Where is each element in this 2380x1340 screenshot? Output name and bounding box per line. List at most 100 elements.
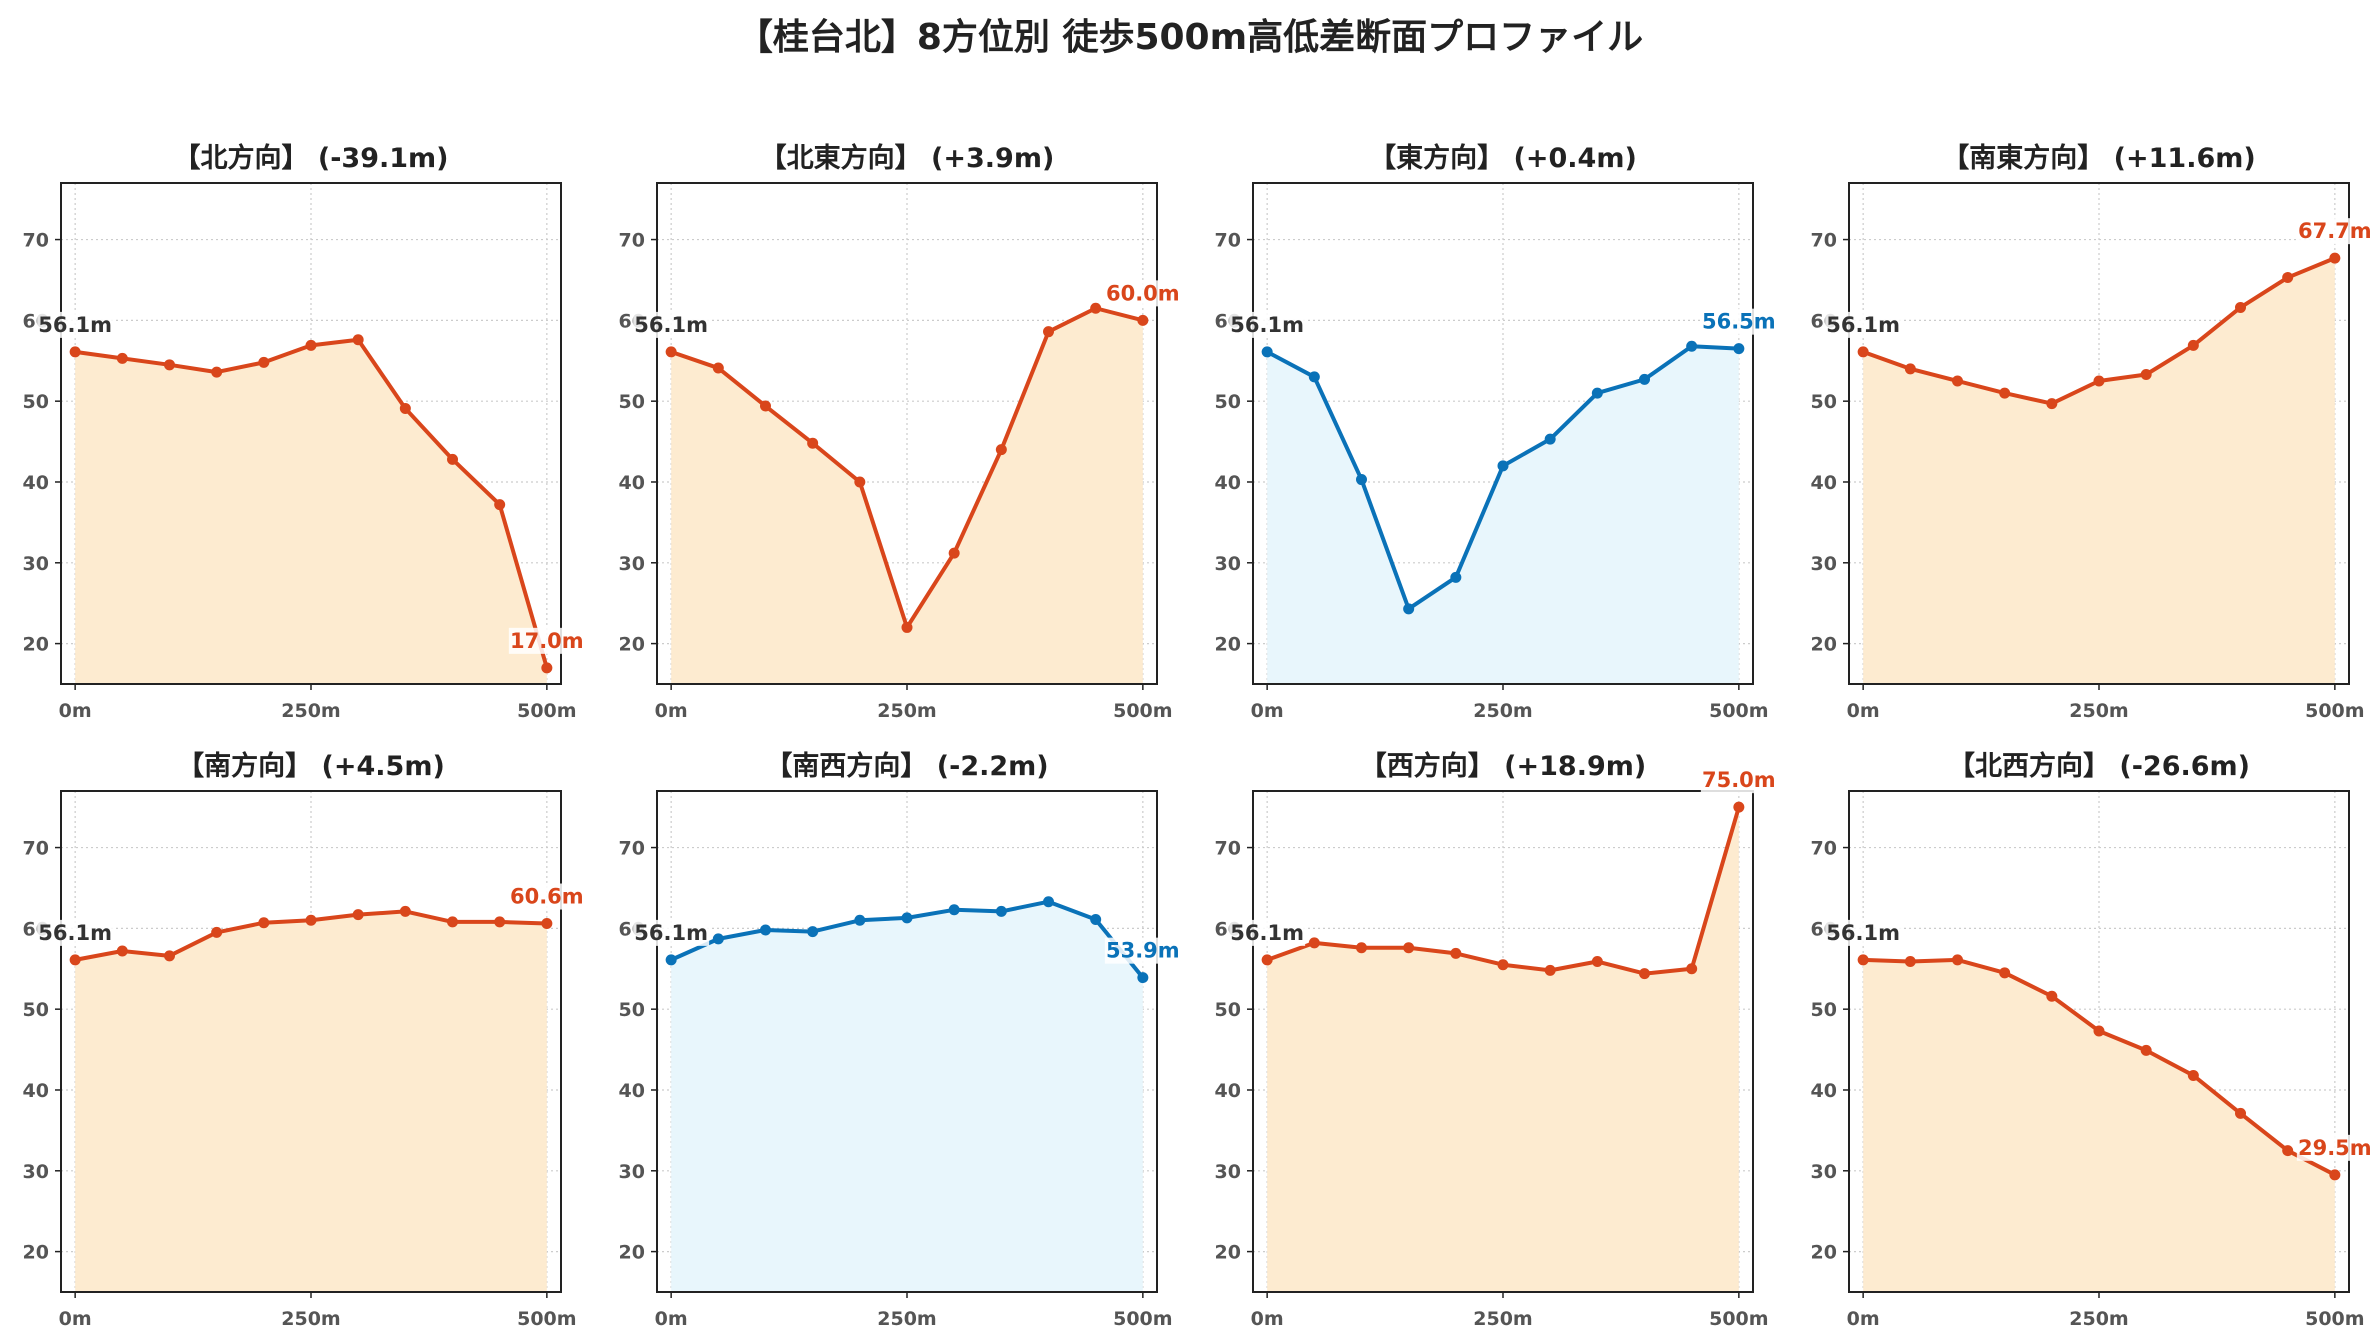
- x-tick-label: 0m: [1847, 1308, 1880, 1330]
- data-point: [2093, 1025, 2105, 1037]
- end-label-bg: [1104, 937, 1181, 964]
- y-tick-label: 50: [1215, 391, 1241, 413]
- data-point: [2282, 1145, 2294, 1157]
- x-tick-label: 250m: [2069, 1308, 2128, 1330]
- y-tick-label: 20: [1215, 1242, 1241, 1264]
- panel-title: 【南西方向】 (-2.2m): [765, 750, 1048, 782]
- elevation-area: [1863, 258, 2335, 684]
- data-point: [1686, 340, 1698, 352]
- data-point: [1043, 896, 1055, 908]
- y-tick-label: 40: [23, 1080, 49, 1102]
- y-tick-label: 70: [619, 838, 645, 860]
- end-value-label: 53.9m: [1106, 939, 1180, 963]
- data-point: [1951, 375, 1963, 387]
- data-point: [665, 346, 677, 358]
- y-tick-label: 70: [1811, 230, 1837, 252]
- start-value-label: 56.1m: [1826, 921, 1900, 945]
- end-value-label: 75.0m: [1702, 768, 1776, 792]
- data-point: [1090, 913, 1102, 925]
- start-label-bg: [1229, 919, 1306, 946]
- y-tick-label: 70: [1811, 838, 1837, 860]
- panel-title: 【東方向】 (+0.4m): [1369, 142, 1637, 174]
- panel-title: 【北方向】 (-39.1m): [173, 142, 448, 174]
- y-tick-label: 40: [23, 472, 49, 494]
- start-label-bg: [633, 311, 710, 338]
- panel-title: 【北東方向】 (+3.9m): [760, 142, 1055, 174]
- elevation-area: [671, 901, 1143, 1292]
- data-point: [211, 926, 223, 938]
- x-tick-label: 500m: [517, 1308, 576, 1330]
- data-point: [258, 917, 270, 929]
- data-point: [1591, 387, 1603, 399]
- y-tick-label: 20: [619, 634, 645, 656]
- x-tick-label: 500m: [1709, 700, 1768, 722]
- data-point: [1090, 302, 1102, 314]
- y-tick-label: 50: [23, 391, 49, 413]
- start-label-bg: [633, 919, 710, 946]
- x-tick-label: 0m: [655, 700, 688, 722]
- data-point: [995, 444, 1007, 456]
- data-point: [1733, 343, 1745, 355]
- y-tick-label: 20: [619, 1242, 645, 1264]
- data-point: [2140, 1044, 2152, 1056]
- start-value-label: 56.1m: [38, 921, 112, 945]
- y-tick-label: 70: [23, 230, 49, 252]
- data-point: [2046, 398, 2058, 410]
- start-label-bg: [1825, 919, 1902, 946]
- data-point: [759, 924, 771, 936]
- data-point: [807, 437, 819, 449]
- y-tick-label: 70: [1215, 838, 1241, 860]
- y-tick-label: 20: [1811, 634, 1837, 656]
- figure-title: 【桂台北】8方位別 徒歩500m高低差断面プロファイル: [736, 17, 1644, 58]
- data-point: [901, 912, 913, 924]
- data-point: [901, 621, 913, 633]
- y-tick-label: 70: [619, 230, 645, 252]
- data-point: [1733, 801, 1745, 813]
- data-point: [712, 933, 724, 945]
- data-point: [2140, 369, 2152, 381]
- x-tick-label: 500m: [2305, 1308, 2364, 1330]
- y-tick-label: 50: [1215, 999, 1241, 1021]
- x-tick-label: 500m: [1709, 1308, 1768, 1330]
- panel-title: 【北西方向】 (-26.6m): [1948, 750, 2250, 782]
- data-point: [1403, 942, 1415, 954]
- elevation-area: [1267, 807, 1739, 1292]
- y-tick-label: 40: [1811, 1080, 1837, 1102]
- start-value-label: 56.1m: [1230, 921, 1304, 945]
- elevation-area: [671, 308, 1143, 684]
- panel-title: 【南方向】 (+4.5m): [177, 750, 445, 782]
- data-point: [305, 339, 317, 351]
- y-tick-label: 20: [23, 634, 49, 656]
- x-tick-label: 0m: [59, 1308, 92, 1330]
- end-label-bg: [1104, 280, 1181, 307]
- y-tick-label: 50: [1811, 999, 1837, 1021]
- y-tick-label: 50: [619, 391, 645, 413]
- data-point: [2329, 1169, 2341, 1181]
- y-tick-label: 20: [1215, 634, 1241, 656]
- data-point: [541, 662, 553, 674]
- data-point: [1497, 959, 1509, 971]
- x-tick-label: 0m: [1251, 1308, 1284, 1330]
- start-value-label: 56.1m: [1826, 313, 1900, 337]
- start-value-label: 56.1m: [38, 313, 112, 337]
- start-label-bg: [37, 919, 114, 946]
- y-tick-label: 20: [1811, 1242, 1837, 1264]
- data-point: [1308, 371, 1320, 383]
- data-point: [1857, 346, 1869, 358]
- data-point: [2282, 272, 2294, 284]
- end-label-bg: [2296, 1134, 2373, 1161]
- x-tick-label: 500m: [1113, 1308, 1172, 1330]
- y-tick-label: 40: [1811, 472, 1837, 494]
- data-point: [948, 904, 960, 916]
- data-point: [854, 914, 866, 926]
- data-point: [2235, 301, 2247, 313]
- start-label-bg: [37, 311, 114, 338]
- y-tick-label: 70: [1215, 230, 1241, 252]
- x-tick-label: 250m: [2069, 700, 2128, 722]
- end-label-bg: [508, 627, 585, 654]
